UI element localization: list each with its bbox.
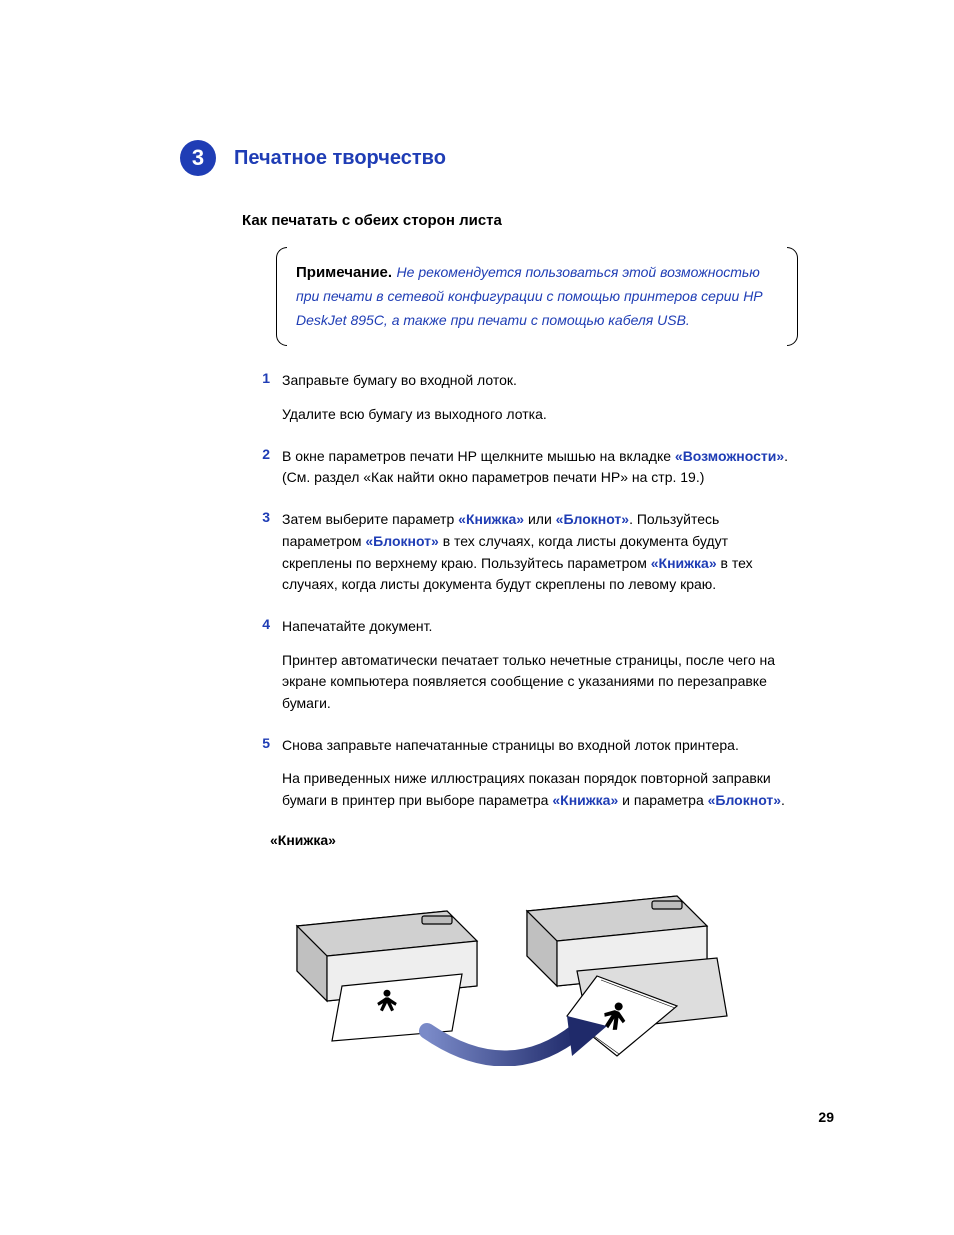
step-body: Снова заправьте напечатанные страницы во… xyxy=(282,735,798,824)
step-text: Удалите всю бумагу из выходного лотка. xyxy=(282,404,798,426)
document-page: 3 Печатное творчество Как печатать с обе… xyxy=(0,0,954,1235)
keyword: «Блокнот» xyxy=(556,511,629,527)
step-text: Затем выберите параметр «Книжка» или «Бл… xyxy=(282,509,798,596)
step-text: В окне параметров печати HP щелкните мыш… xyxy=(282,446,798,489)
keyword: «Блокнот» xyxy=(365,533,438,549)
note-label: Примечание. xyxy=(296,264,392,281)
keyword: «Блокнот» xyxy=(708,792,781,808)
step-4: 4 Напечатайте документ. Принтер автомати… xyxy=(242,616,798,727)
step-text: Снова заправьте напечатанные страницы во… xyxy=(282,735,798,757)
illustration-label: «Книжка» xyxy=(270,832,834,848)
step-body: В окне параметров печати HP щелкните мыш… xyxy=(282,446,798,501)
step-text: Заправьте бумагу во входной лоток. xyxy=(282,370,798,392)
note-box: Примечание. Не рекомендуется пользоватьс… xyxy=(276,247,798,346)
keyword: «Возможности» xyxy=(675,448,784,464)
step-body: Заправьте бумагу во входной лоток. Удали… xyxy=(282,370,798,437)
steps-list: 1 Заправьте бумагу во входной лоток. Уда… xyxy=(242,370,798,823)
printer-diagram-icon xyxy=(277,856,737,1066)
chapter-title: Печатное творчество xyxy=(234,147,446,170)
step-1: 1 Заправьте бумагу во входной лоток. Уда… xyxy=(242,370,798,437)
keyword: «Книжка» xyxy=(458,511,524,527)
step-number: 5 xyxy=(242,735,282,824)
step-2: 2 В окне параметров печати HP щелкните м… xyxy=(242,446,798,501)
step-5: 5 Снова заправьте напечатанные страницы … xyxy=(242,735,798,824)
step-number: 4 xyxy=(242,616,282,727)
step-number: 1 xyxy=(242,370,282,437)
step-text: На приведенных ниже иллюстрациях показан… xyxy=(282,768,798,811)
step-body: Затем выберите параметр «Книжка» или «Бл… xyxy=(282,509,798,608)
step-3: 3 Затем выберите параметр «Книжка» или «… xyxy=(242,509,798,608)
keyword: «Книжка» xyxy=(651,555,717,571)
step-number: 3 xyxy=(242,509,282,608)
chapter-number-badge: 3 xyxy=(180,140,216,176)
step-text: Напечатайте документ. xyxy=(282,616,798,638)
chapter-header: 3 Печатное творчество xyxy=(180,140,834,176)
page-number: 29 xyxy=(818,1109,834,1125)
step-body: Напечатайте документ. Принтер автоматиче… xyxy=(282,616,798,727)
step-number: 2 xyxy=(242,446,282,501)
section-title: Как печатать с обеих сторон листа xyxy=(242,212,834,229)
step-text: Принтер автоматически печатает только не… xyxy=(282,650,798,715)
keyword: «Книжка» xyxy=(552,792,618,808)
